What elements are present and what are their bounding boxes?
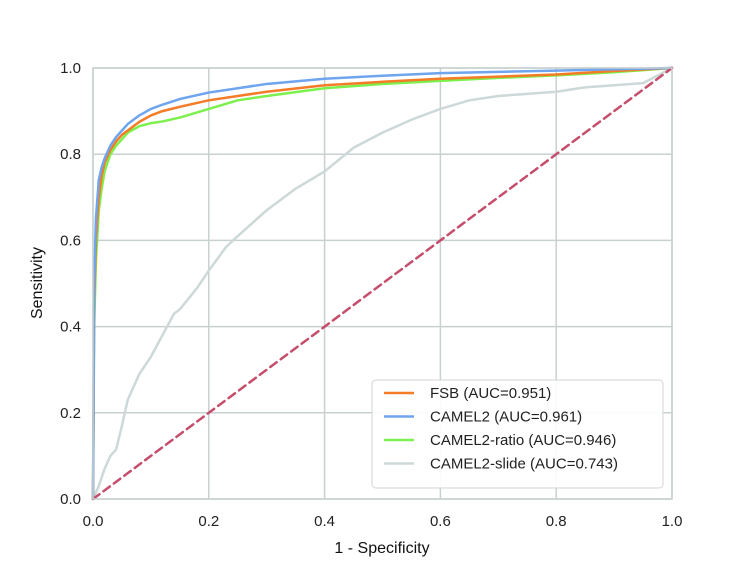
series-line-diagonal [91,66,674,501]
x-tick-label: 0.2 [198,513,219,530]
legend-box [371,379,664,489]
series-line-camel2 [91,66,674,501]
plot-frame [92,67,673,500]
tick-labels: 0.0 0.2 0.4 0.6 0.8 1.0 0.0 0.2 0.4 0.6 0.8 1.0 [60,60,682,530]
y-tick-label: 0.6 [60,232,81,249]
x-tick-label: 0.4 [314,513,335,530]
y-tick-label: 1.0 [60,60,81,77]
legend-entry: CAMEL2-slide (AUC=0.743) [430,456,618,473]
legend-entry: CAMEL2-ratio (AUC=0.946) [430,432,616,449]
series-line-camel2-ratio [91,66,674,501]
x-tick-label: 0.0 [83,513,104,530]
y-tick-label: 0.8 [60,146,81,163]
y-tick-label: 0.2 [60,405,81,422]
y-tick-label: 0.4 [60,319,81,336]
legend-entry: FSB (AUC=0.951) [430,385,551,402]
series-layer [91,66,674,501]
grid-lines [92,67,673,500]
x-tick-label: 1.0 [662,513,683,530]
x-tick-label: 0.8 [546,513,567,530]
series-line-camel2-slide [91,66,674,501]
legend-entry: CAMEL2 (AUC=0.961) [430,409,582,426]
y-axis-title: Sensitivity [29,247,46,319]
x-axis-title: 1 - Specificity [334,540,429,557]
y-tick-label: 0.0 [60,491,81,508]
legend: FSB (AUC=0.951) CAMEL2 (AUC=0.961) CAMEL2-… [371,379,664,489]
x-tick-label: 0.6 [430,513,451,530]
series-line-fsb [91,66,674,501]
